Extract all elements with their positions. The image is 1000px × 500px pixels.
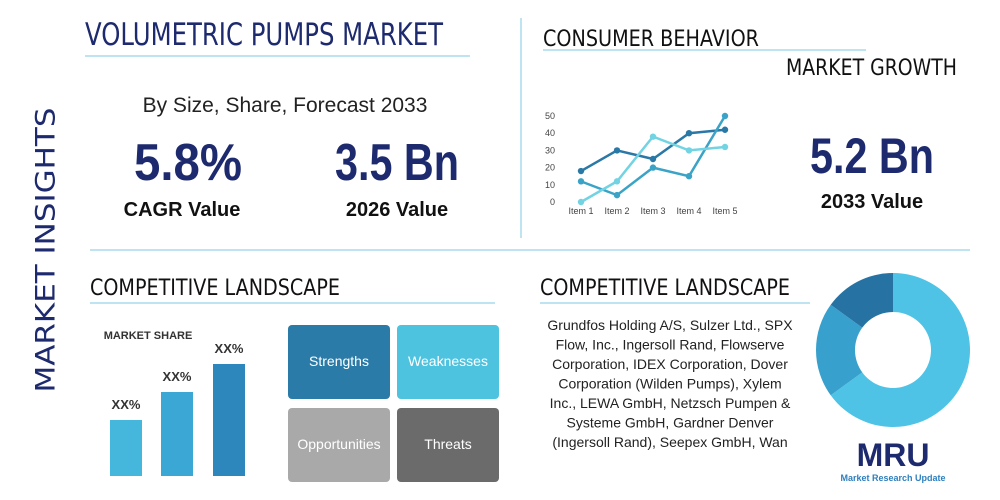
y-tick-label: 30 xyxy=(545,145,555,155)
y-tick-label: 10 xyxy=(545,180,555,190)
swot-box xyxy=(288,408,390,482)
y-tick-label: 20 xyxy=(545,163,555,173)
bar xyxy=(213,364,245,476)
x-tick-label: Item 1 xyxy=(568,206,593,216)
point xyxy=(613,191,621,199)
company-text: Inc., LEWA GmbH, Netzsch Pumpen & xyxy=(550,395,791,411)
point xyxy=(613,147,621,154)
point xyxy=(685,147,693,154)
section-subtitle: MARKET GROWTH xyxy=(786,56,957,81)
y-tick-label: 40 xyxy=(545,128,555,138)
swot-label: Weaknesses xyxy=(408,353,488,369)
point xyxy=(721,143,729,151)
value-label: XX% xyxy=(215,341,244,356)
company-text: (Ingersoll Rand), Seepex GmbH, Wan xyxy=(552,434,787,450)
swot-label: Threats xyxy=(424,436,471,452)
side-label: MARKET INSIGHTS xyxy=(31,108,62,393)
stat-value: 5.8% xyxy=(134,134,242,192)
bar xyxy=(161,392,193,476)
company-text: Flow, Inc., Ingersoll Rand, Flowserve xyxy=(556,337,785,353)
section-title: CONSUMER BEHAVIOR xyxy=(543,27,759,52)
x-tick-label: Item 5 xyxy=(712,206,737,216)
logo-mark: MRU xyxy=(857,437,930,473)
swot-label: Strengths xyxy=(309,353,369,369)
company-text: Corporation (Wilden Pumps), Xylem xyxy=(558,376,781,392)
point xyxy=(685,130,693,137)
stat-label: CAGR Value xyxy=(124,199,241,221)
value-label: XX% xyxy=(112,397,141,412)
pie-slice xyxy=(830,273,893,328)
point xyxy=(649,155,657,163)
point xyxy=(577,167,585,175)
stat-label: 2026 Value xyxy=(346,199,448,221)
section-title: COMPETITIVE LANDSCAPE xyxy=(90,276,340,301)
swot-box xyxy=(288,325,390,399)
stat-label: 2033 Value xyxy=(821,191,923,213)
pie-slice xyxy=(816,304,863,396)
stat-value: 3.5 Bn xyxy=(335,134,459,192)
logo-name: Market Research Update xyxy=(840,473,945,483)
subtitle: By Size, Share, Forecast 2033 xyxy=(143,94,428,117)
y-tick-label: 0 xyxy=(550,197,555,207)
x-tick-label: Item 4 xyxy=(676,206,701,216)
chart-title: MARKET SHARE xyxy=(104,330,193,342)
point xyxy=(649,164,657,171)
section-title: COMPETITIVE LANDSCAPE xyxy=(540,276,790,301)
stat-value: 5.2 Bn xyxy=(810,128,934,184)
y-tick-label: 50 xyxy=(545,111,555,121)
pie-slice xyxy=(830,273,970,428)
point xyxy=(613,178,621,185)
company-text: Grundfos Holding A/S, Sulzer Ltd., SPX xyxy=(547,317,793,333)
swot-box xyxy=(397,408,499,482)
point xyxy=(649,133,657,140)
point xyxy=(577,198,585,206)
main-title: VOLUMETRIC PUMPS MARKET xyxy=(85,17,444,53)
company-text: Corporation, IDEX Corporation, Dover xyxy=(552,356,788,372)
x-tick-label: Item 2 xyxy=(604,206,629,216)
swot-box xyxy=(397,325,499,399)
bar xyxy=(110,420,142,476)
swot-label: Opportunities xyxy=(297,436,380,452)
point xyxy=(721,112,729,120)
point xyxy=(685,173,693,180)
company-text: Systeme GmbH, Gardner Denver xyxy=(567,415,774,431)
point xyxy=(577,178,585,185)
value-label: XX% xyxy=(163,369,192,384)
x-tick-label: Item 3 xyxy=(640,206,665,216)
point xyxy=(721,126,729,133)
